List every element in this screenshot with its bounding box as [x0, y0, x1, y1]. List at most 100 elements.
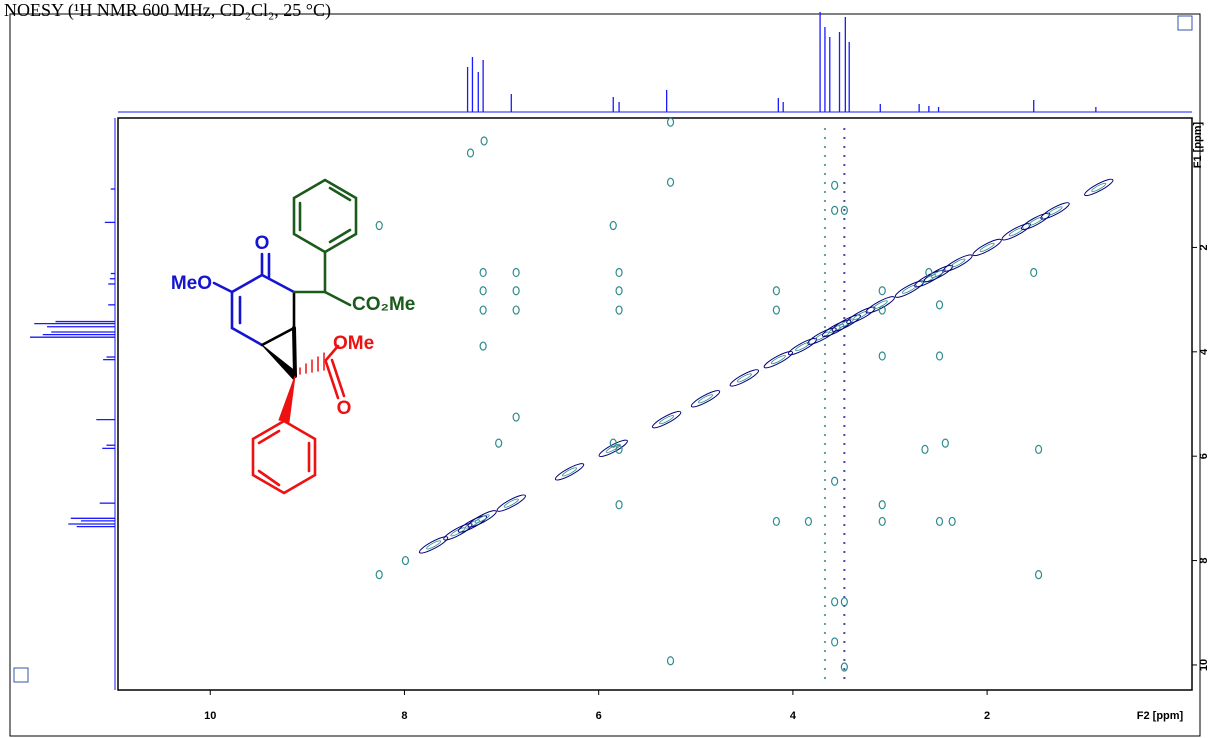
diagonal-peak: [894, 280, 925, 298]
diagonal-peak-inner: [562, 467, 578, 477]
cross-peak: [609, 220, 617, 231]
cross-peak: [609, 438, 617, 448]
diagonal-peak: [467, 510, 497, 528]
diagonal-peak-inner: [450, 527, 466, 537]
cross-peak: [375, 570, 383, 580]
diagonal-peak: [554, 463, 585, 481]
cross-peak: [925, 267, 933, 278]
diagonal-peak: [846, 306, 876, 324]
ester-and-phenyl: [251, 344, 346, 495]
atom-label: CO₂Me: [352, 294, 415, 315]
cross-peak: [772, 305, 780, 315]
cross-peak: [666, 117, 675, 127]
diagonal-peak: [443, 523, 473, 541]
x-axis-label: F2 [ppm]: [1137, 710, 1184, 722]
cross-peak: [840, 597, 848, 607]
x-tick-label: 2: [984, 710, 990, 722]
cross-peak: [615, 286, 623, 296]
diagonal-peak: [598, 439, 628, 458]
cross-peak: [479, 305, 487, 315]
cross-peak: [878, 500, 886, 510]
cross-peak: [666, 177, 675, 187]
diagonal-peak-inner: [474, 514, 490, 524]
plot-area: [117, 117, 1193, 691]
diagonal-peak-inner: [659, 415, 675, 425]
cross-peak: [1030, 267, 1038, 278]
cross-peak: [831, 637, 839, 647]
diagonal-peak-inner: [1091, 182, 1107, 192]
diagonal-peak-inner: [838, 318, 854, 328]
atom-label: OMe: [333, 333, 374, 354]
atom-label: O: [255, 233, 270, 254]
y-tick-label: 4: [1198, 348, 1210, 355]
diagonal-peak-inner: [503, 498, 519, 508]
cross-peak: [479, 286, 487, 296]
diagonal-peak: [496, 494, 526, 512]
cross-peak: [831, 205, 839, 215]
cross-peak: [666, 656, 675, 666]
cross-peak: [512, 412, 520, 422]
cross-peak: [935, 351, 944, 361]
diagonal-peak: [865, 296, 895, 314]
x-tick-label: 6: [596, 710, 602, 722]
cross-peak: [479, 341, 487, 351]
cross-peak: [804, 516, 813, 527]
diagonal-peak-inner: [795, 342, 811, 352]
cross-peak: [941, 438, 949, 448]
diagonal-peak: [651, 410, 682, 429]
chart-title: NOESY (¹H NMR 600 MHz, CD₂Cl₂, 25 °C): [4, 0, 331, 21]
diagonal-peak-inner: [921, 274, 937, 284]
x-tick-label: 10: [204, 710, 216, 722]
diagonal-peak: [972, 238, 1002, 257]
cross-peak: [480, 136, 488, 146]
diagonal-peak-inner: [770, 355, 786, 365]
diagonal-peak-inner: [950, 258, 966, 268]
diagonal-peak: [821, 319, 852, 338]
diagonal-peak: [1020, 212, 1051, 231]
x-tick-label: 8: [401, 710, 407, 722]
diagonal-peak-inner: [464, 519, 480, 529]
y-tick-label: 2: [1198, 244, 1210, 250]
diagonal-peak: [831, 314, 861, 332]
cross-peak: [512, 267, 520, 278]
diagonal-peak: [923, 264, 954, 283]
diagonal-peak-inner: [979, 242, 995, 252]
cross-peak: [935, 516, 944, 527]
diagonal-peak-inner: [736, 373, 752, 383]
diagonal-peak: [1001, 223, 1031, 241]
cross-peak: [840, 205, 848, 215]
diagonal-peak-inner: [1028, 216, 1044, 226]
corner-box: [1177, 15, 1193, 31]
cross-peak: [615, 305, 623, 315]
cross-peak: [401, 555, 410, 566]
diagonal-peak: [690, 390, 721, 408]
diagonal-peak-inner: [931, 269, 947, 279]
diagonal-peak: [457, 515, 488, 533]
cross-peak: [512, 286, 520, 296]
atom-label: O: [337, 398, 352, 419]
side-chain: [292, 178, 358, 307]
cross-peak: [495, 438, 503, 448]
diagonal-peak: [914, 270, 944, 288]
cross-peak: [1034, 444, 1043, 455]
diagonal-peak-inner: [829, 323, 845, 333]
cross-peak: [935, 300, 944, 310]
cross-peak: [615, 500, 623, 510]
diagonal-peak: [787, 337, 818, 356]
diagonal-peak-inner: [426, 540, 442, 550]
cyclopropane: [260, 290, 297, 382]
structure: O MeO CO₂Me OMe O: [171, 178, 415, 495]
cross-peak: [921, 444, 929, 455]
diagonal-peak-inner: [1047, 206, 1063, 216]
diagonal-peak: [807, 327, 837, 345]
diagonal-peak-inner: [814, 331, 830, 341]
cross-peak: [615, 267, 623, 278]
cross-peak: [948, 516, 956, 527]
x-tick-label: 4: [790, 710, 797, 722]
cross-peak: [878, 305, 886, 315]
diagonal-peak: [1084, 178, 1114, 197]
diagonal-peak-inner: [853, 310, 869, 320]
cross-peak: [831, 476, 839, 486]
